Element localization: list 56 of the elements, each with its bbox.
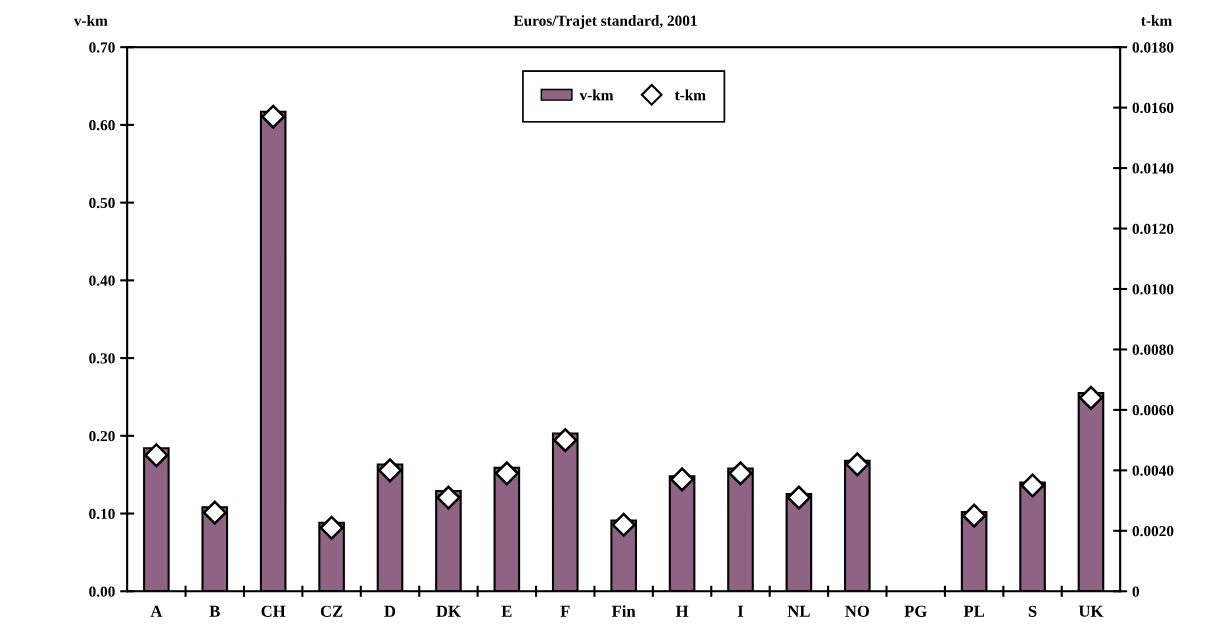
x-tick-label: NO	[845, 605, 869, 617]
y-tick-label: 0.00	[89, 586, 115, 597]
x-tick-label: S	[1028, 605, 1037, 617]
point	[494, 461, 519, 486]
y2-tick-label: 0.0100	[1132, 284, 1174, 295]
legend-label: v-km	[579, 89, 614, 101]
x-tick-label: B	[209, 605, 220, 617]
y-tick-label: 0.10	[89, 508, 115, 520]
y-tick-label: 0.70	[89, 42, 115, 53]
x-tick-label: F	[560, 605, 570, 617]
point	[144, 443, 169, 468]
point	[845, 452, 870, 477]
x-tick-label: CH	[261, 605, 286, 617]
x-tick-label: H	[675, 605, 689, 617]
y2-tick-label: 0.0120	[1132, 223, 1174, 235]
y2-tick-label: 0.0080	[1132, 344, 1174, 355]
y-tick-label: 0.20	[89, 430, 115, 442]
x-tick-label: NL	[787, 605, 810, 617]
x-tick-label: UK	[1078, 605, 1104, 617]
y2-tick-label: 0	[1132, 586, 1140, 597]
x-tick-label: Fin	[611, 605, 636, 617]
y-tick-label: 0.50	[89, 197, 115, 209]
point	[786, 485, 811, 510]
y2-tick-label: 0.0160	[1132, 102, 1174, 114]
y2-tick-label: 0.0140	[1132, 163, 1174, 174]
point	[319, 515, 344, 540]
x-tick-label: CZ	[320, 605, 343, 617]
x-tick-label: E	[501, 605, 512, 617]
x-tick-label: DK	[436, 605, 461, 617]
y2-tick-label: 0.0020	[1132, 525, 1174, 537]
y2-axis-title: t-km	[1141, 15, 1172, 26]
chart-title: Euros/Trajet standard, 2001	[513, 15, 697, 29]
point	[261, 104, 286, 129]
y2-tick-label: 0.0180	[1132, 42, 1174, 53]
y-tick-label: 0.40	[89, 275, 115, 286]
y-tick-label: 0.60	[89, 120, 115, 131]
point	[377, 458, 403, 483]
x-tick-label: PL	[963, 605, 985, 617]
point	[202, 500, 227, 525]
x-tick-label: D	[384, 605, 396, 617]
point	[670, 467, 695, 492]
point	[1020, 473, 1045, 498]
x-tick-label: I	[737, 605, 744, 617]
point	[611, 512, 636, 537]
y-tick-label: 0.30	[89, 353, 115, 364]
y2-tick-label: 0.0040	[1132, 465, 1174, 476]
x-tick-label: A	[150, 605, 163, 617]
point	[436, 485, 461, 510]
point	[553, 428, 578, 453]
y-axis-title: v-km	[73, 15, 108, 26]
point	[728, 461, 753, 486]
legend-label: t-km	[674, 89, 706, 101]
y2-tick-label: 0.0060	[1132, 405, 1174, 416]
point	[1078, 385, 1104, 410]
point	[962, 503, 987, 528]
x-tick-label: PG	[904, 605, 927, 617]
